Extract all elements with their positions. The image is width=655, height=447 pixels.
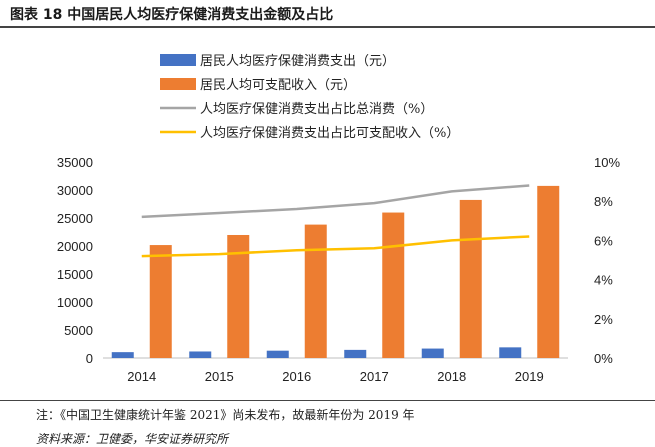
footer-divider (0, 400, 655, 401)
bar (267, 351, 289, 358)
bar (382, 213, 404, 358)
bar (344, 350, 366, 358)
y-right-tick-label: 2% (594, 312, 613, 327)
chart-source: 资料来源：卫健委，华安证券研究所 (36, 430, 228, 447)
bar (150, 245, 172, 358)
y-left-tick-label: 0 (86, 351, 93, 366)
y-left-tick-label: 5000 (64, 323, 93, 338)
x-tick-label: 2015 (205, 369, 234, 384)
bar (189, 351, 211, 358)
y-left-tick-label: 30000 (57, 183, 93, 198)
legend-swatch (160, 54, 196, 66)
x-tick-label: 2019 (515, 369, 544, 384)
chart-note: 注：《中国卫生健康统计年鉴 2021》尚未发布，故最新年份为 2019 年 (36, 406, 415, 423)
bar (537, 186, 559, 358)
legend-label: 人均医疗保健消费支出占比可支配收入（%） (200, 126, 459, 141)
x-tick-label: 2016 (282, 369, 311, 384)
chart-canvas: 居民人均医疗保健消费支出（元） 居民人均可支配收入（元） 人均医疗保健消费支出占比总… (0, 0, 655, 400)
y-left-tick-label: 20000 (57, 239, 93, 254)
y-left-tick-label: 10000 (57, 295, 93, 310)
y-right-tick-label: 4% (594, 273, 613, 288)
y-left-tick-label: 25000 (57, 211, 93, 226)
bar (460, 200, 482, 358)
y-right-tick-label: 6% (594, 233, 613, 248)
bar (499, 347, 521, 358)
legend-label: 居民人均可支配收入（元） (200, 78, 356, 93)
x-tick-label: 2017 (360, 369, 389, 384)
y-right-tick-label: 8% (594, 194, 613, 209)
y-right-tick-label: 0% (594, 351, 613, 366)
legend-label: 人均医疗保健消费支出占比总消费（%） (200, 102, 433, 117)
legend-swatch (160, 78, 196, 90)
y-left-tick-label: 15000 (57, 267, 93, 282)
y-left-tick-label: 35000 (57, 155, 93, 170)
x-tick-label: 2014 (127, 369, 156, 384)
y-right-tick-label: 10% (594, 155, 620, 170)
bar (305, 225, 327, 358)
bar (112, 352, 134, 358)
x-tick-label: 2018 (437, 369, 466, 384)
legend-label: 居民人均医疗保健消费支出（元） (200, 54, 395, 69)
bar (422, 349, 444, 358)
